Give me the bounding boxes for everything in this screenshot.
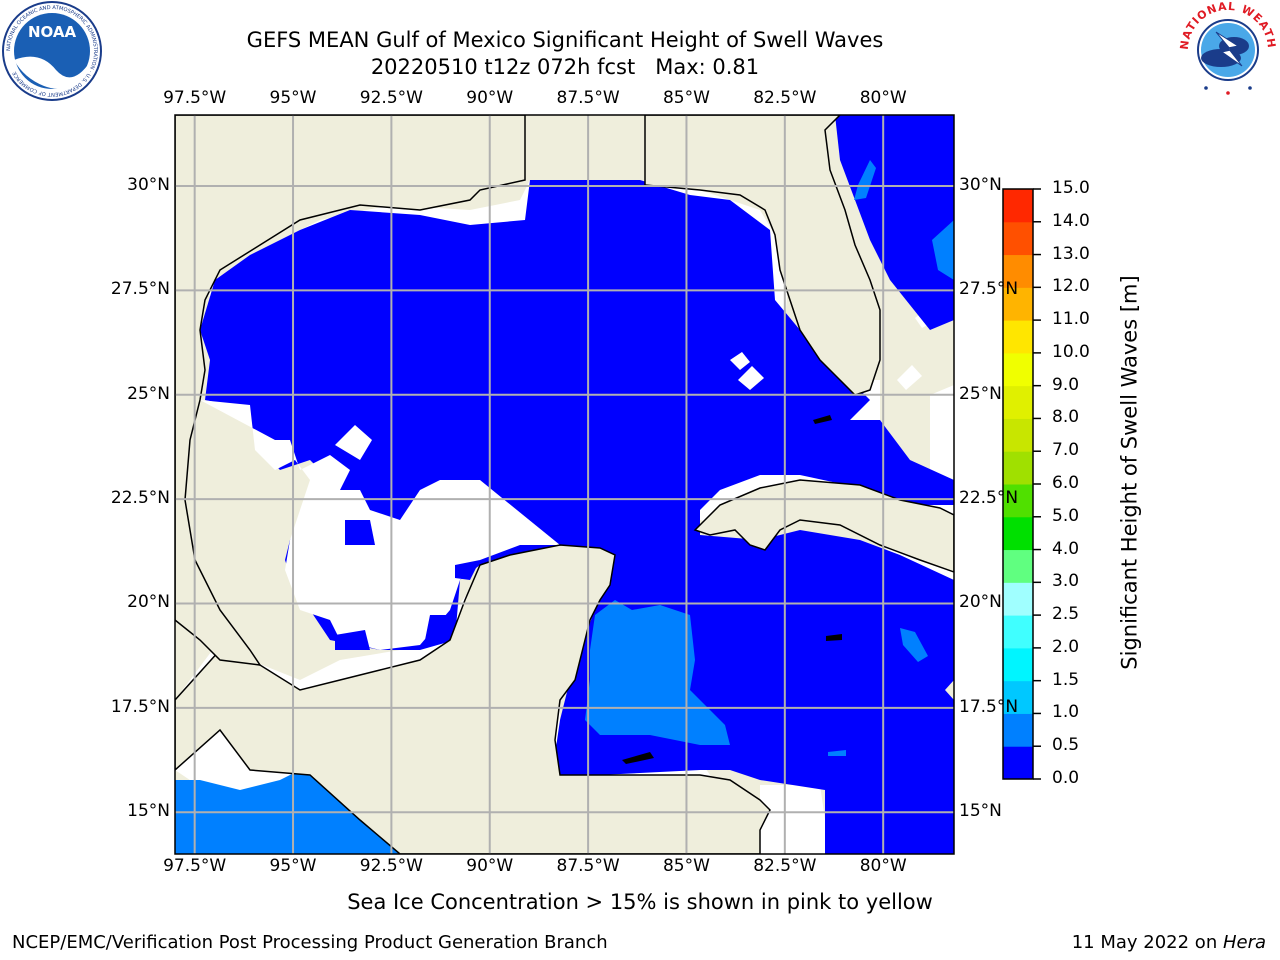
colorbar-tick-label: 0.5 bbox=[1052, 735, 1080, 756]
colorbar bbox=[1003, 189, 1033, 780]
lat-label-left: 27.5°N bbox=[110, 279, 170, 300]
lat-label-right: 25°N bbox=[959, 383, 1002, 404]
colorbar-tick-label: 0.0 bbox=[1052, 768, 1080, 788]
lon-label-top: 97.5°W bbox=[163, 88, 227, 108]
lon-label-top: 95°W bbox=[269, 88, 317, 108]
colorbar-tick-label: 2.5 bbox=[1052, 604, 1080, 625]
lon-label-bottom: 85°W bbox=[662, 856, 710, 876]
noaa-logo: NOAA NATIONAL OCEANIC AND ATMOSPHERIC AD… bbox=[0, 0, 108, 104]
colorbar-tick-label: 11.0 bbox=[1052, 309, 1090, 330]
colorbar-segment bbox=[1003, 746, 1033, 780]
yucatan-land bbox=[175, 544, 771, 854]
lon-label-top: 92.5°W bbox=[359, 88, 423, 108]
footer-date-text: 11 May 2022 on bbox=[1071, 932, 1223, 953]
colorbar-tick-label: 1.5 bbox=[1052, 669, 1080, 690]
swell-band-0-0p5 bbox=[200, 180, 954, 854]
colorbar-segment bbox=[1003, 287, 1033, 321]
map-title: GEFS MEAN Gulf of Mexico Significant Hei… bbox=[246, 28, 884, 52]
colorbar-segment bbox=[1003, 647, 1033, 682]
map-subtitle: 20220510 t12z 072h fcst Max: 0.81 bbox=[370, 55, 760, 79]
colorbar-tick-label: 12.0 bbox=[1052, 276, 1090, 297]
lat-label-left: 20°N bbox=[127, 592, 170, 613]
colorbar-segment bbox=[1003, 484, 1033, 518]
footer-host: Hera bbox=[1222, 932, 1266, 953]
colorbar-tick-label: 1.0 bbox=[1052, 702, 1080, 723]
colorbar-tick-label: 4.0 bbox=[1052, 538, 1080, 559]
colorbar-segment bbox=[1003, 516, 1033, 551]
lat-label-left: 30°N bbox=[127, 174, 170, 195]
colorbar-tick-label: 13.0 bbox=[1052, 243, 1090, 264]
lat-label-right: 22.5°N bbox=[959, 488, 1019, 509]
colorbar-segment bbox=[1003, 385, 1033, 419]
lat-label-left: 17.5°N bbox=[110, 696, 170, 717]
cuba-land bbox=[693, 479, 954, 573]
colorbar-tick-label: 9.0 bbox=[1052, 374, 1080, 395]
colorbar-tick-label: 7.0 bbox=[1052, 440, 1080, 461]
colorbar-segment bbox=[1003, 418, 1033, 452]
lon-label-bottom: 80°W bbox=[859, 856, 907, 876]
map-frame bbox=[174, 114, 955, 855]
lat-label-right: 20°N bbox=[959, 592, 1002, 613]
lat-label-right: 15°N bbox=[959, 801, 1002, 822]
colorbar-tick-label: 10.0 bbox=[1052, 341, 1090, 362]
colorbar-segment bbox=[1003, 451, 1033, 485]
colorbar-segment bbox=[1003, 615, 1033, 649]
svg-text:NOAA: NOAA bbox=[28, 23, 77, 41]
footer-branch: NCEP/EMC/Verification Post Processing Pr… bbox=[12, 932, 608, 953]
lon-label-bottom: 97.5°W bbox=[163, 856, 227, 876]
nws-logo: NATIONAL WEATHER SERVICE bbox=[1171, 0, 1280, 100]
colorbar-segment bbox=[1003, 713, 1033, 747]
colorbar-segment bbox=[1003, 549, 1033, 583]
graticule bbox=[175, 115, 954, 854]
colorbar-segment bbox=[1003, 254, 1033, 288]
lon-label-bottom: 95°W bbox=[269, 856, 317, 876]
colorbar-tick-label: 3.0 bbox=[1052, 571, 1080, 592]
lat-label-left: 22.5°N bbox=[110, 488, 170, 509]
colorbar-segment bbox=[1003, 352, 1033, 387]
colorbar-tick-label: 14.0 bbox=[1052, 210, 1090, 231]
colorbar-segment bbox=[1003, 582, 1033, 616]
lon-label-top: 90°W bbox=[466, 88, 514, 108]
lat-label-right: 17.5°N bbox=[959, 696, 1019, 717]
colorbar-tick-label: 8.0 bbox=[1052, 407, 1080, 428]
lon-label-top: 85°W bbox=[662, 88, 710, 108]
lat-label-right: 30°N bbox=[959, 174, 1002, 195]
lat-label-right: 27.5°N bbox=[959, 279, 1019, 300]
lat-label-left: 25°N bbox=[127, 383, 170, 404]
lon-label-bottom: 92.5°W bbox=[359, 856, 423, 876]
lon-label-top: 82.5°W bbox=[753, 88, 817, 108]
colorbar-segment bbox=[1003, 320, 1033, 354]
lon-label-bottom: 87.5°W bbox=[556, 856, 620, 876]
lon-label-bottom: 90°W bbox=[466, 856, 514, 876]
colorbar-segment bbox=[1003, 189, 1033, 223]
colorbar-segment bbox=[1003, 680, 1033, 714]
lat-label-left: 15°N bbox=[127, 801, 170, 822]
colorbar-segment bbox=[1003, 221, 1033, 256]
colorbar-tick-label: 2.0 bbox=[1052, 636, 1080, 657]
lon-label-top: 80°W bbox=[859, 88, 907, 108]
colorbar-tick-label: 5.0 bbox=[1052, 505, 1080, 526]
lon-label-top: 87.5°W bbox=[556, 88, 620, 108]
lon-label-bottom: 82.5°W bbox=[753, 856, 817, 876]
colorbar-title: Significant Height of Swell Waves [m] bbox=[1117, 275, 1142, 670]
colorbar-tick-label: 6.0 bbox=[1052, 473, 1080, 493]
footer-date: 11 May 2022 on Hera bbox=[1072, 932, 1266, 953]
colorbar-tick-label: 15.0 bbox=[1052, 178, 1090, 198]
sea-ice-note: Sea Ice Concentration > 15% is shown in … bbox=[347, 890, 933, 914]
